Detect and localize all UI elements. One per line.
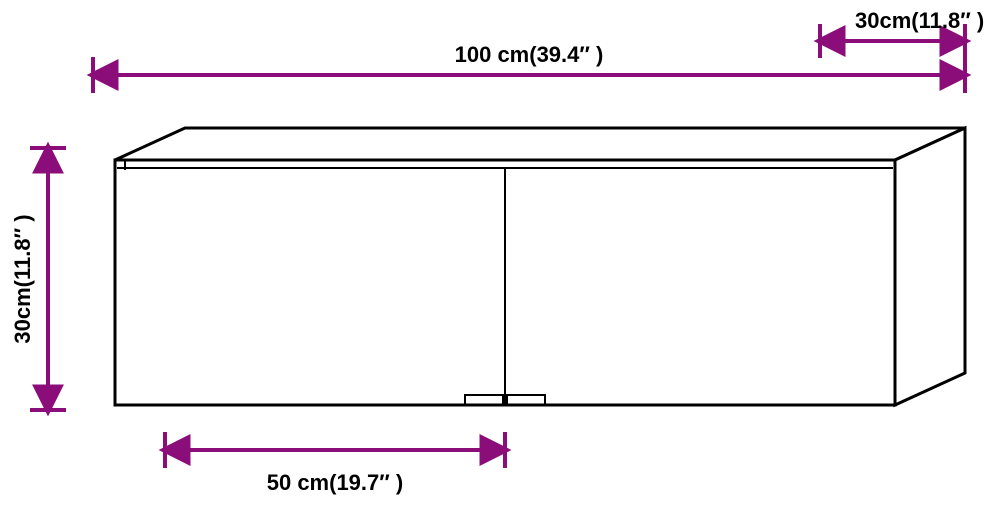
dimension-depth: 30cm(11.8″ ) xyxy=(820,8,984,58)
cabinet xyxy=(115,128,965,405)
dimension-door-label: 50 cm(19.7″ ) xyxy=(267,470,404,495)
cabinet-side-face xyxy=(895,128,965,405)
dimension-door: 50 cm(19.7″ ) xyxy=(165,432,505,495)
dimension-height-label: 30cm(11.8″ ) xyxy=(10,214,35,343)
dimension-diagram: 100 cm(39.4″ ) 30cm(11.8″ ) 30cm(11.8″ )… xyxy=(0,0,1003,522)
dimension-depth-label: 30cm(11.8″ ) xyxy=(855,8,984,33)
cabinet-top-face xyxy=(115,128,965,160)
dimension-height: 30cm(11.8″ ) xyxy=(10,148,66,410)
dimension-width-label: 100 cm(39.4″ ) xyxy=(455,42,604,67)
dimension-width: 100 cm(39.4″ ) xyxy=(93,42,965,93)
